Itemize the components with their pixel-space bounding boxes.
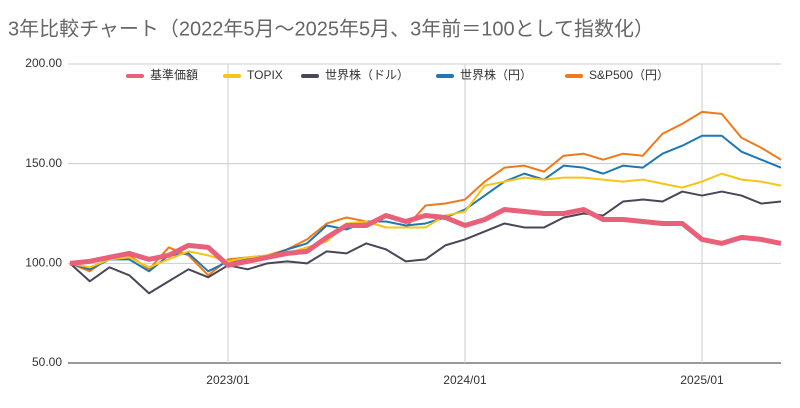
legend-label: S&P500（円） [589,68,669,82]
legend-label: 世界株（円） [460,67,532,82]
y-tick-label: 100.00 [25,256,62,270]
chart-title: 3年比較チャート（2022年5月～2025年5月、3年前＝100として指数化） [8,17,654,40]
series-line [69,190,782,295]
x-tick-label: 2024/01 [443,373,487,387]
y-tick-label: 150.00 [25,156,62,170]
series-line [69,207,782,268]
y-tick-label: 200.00 [25,56,62,70]
legend-label: 基準価額 [150,67,198,82]
x-tick-label: 2023/01 [206,373,250,387]
x-tick-label: 2025/01 [680,373,724,387]
series-line [69,172,782,269]
y-tick-label: 50.00 [32,355,62,369]
series-line [69,110,782,277]
series-line [69,134,782,273]
legend-label: TOPIX [247,68,283,82]
legend-label: 世界株（ドル） [325,67,409,82]
